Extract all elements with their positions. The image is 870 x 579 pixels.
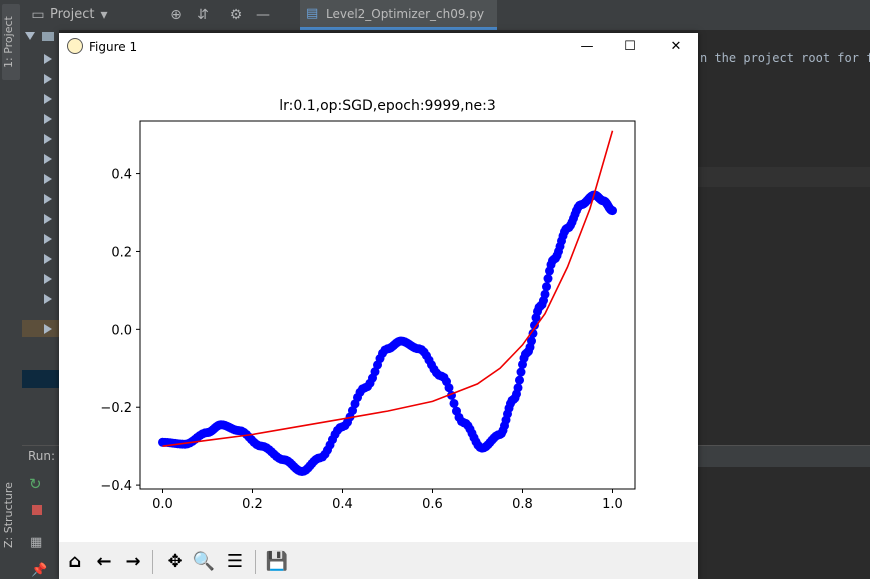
toolbar-separator [255,550,256,574]
y-tick-label: −0.2 [100,401,132,416]
data-point [542,282,551,292]
fit-line [162,130,614,447]
figure-window[interactable]: Figure 1 — ☐ ✕ lr:0.1,op:SGD,epoch:9999,… [59,33,698,579]
tree-item-expand-icon[interactable] [44,324,52,334]
tree-item-expand-icon[interactable] [44,214,52,224]
tree-item-expand-icon[interactable] [44,74,52,84]
run-label: Run: [28,449,56,463]
tab-structure[interactable]: Z: Structure [2,482,15,548]
tree-item-expand-icon[interactable] [44,174,52,184]
run-side-toolbar: ↻ ▦ 📌 [22,467,59,579]
tree-item-expand-icon[interactable] [44,134,52,144]
toolbar-separator [152,550,153,574]
data-point [515,375,524,385]
editor-current-line [698,167,870,187]
tree-item-expand-icon[interactable] [44,94,52,104]
tree-highlight-row[interactable] [22,370,59,388]
tree-item-expand-icon[interactable] [44,54,52,64]
top-toolbar: ▭ Project ▾ ⊕ ⇵ ⚙ — ▤ Level2_Optimizer_c… [22,0,870,31]
x-tick-label: 0.4 [332,497,353,512]
y-tick-label: −0.4 [100,479,132,494]
data-point [527,336,536,346]
data-point [348,406,357,416]
x-tick-label: 1.0 [602,497,623,512]
data-point [513,383,523,393]
configure-icon[interactable]: ☰ [226,551,244,572]
project-tree [22,30,59,445]
project-view-icon[interactable]: ▭ [31,7,45,23]
tree-selected-row[interactable] [22,320,59,337]
data-point [444,383,454,393]
tree-item-expand-icon[interactable] [44,114,52,124]
left-tool-strip: 1: Project Z: Structure [0,0,23,579]
editor-text: n the project root for f [700,51,870,65]
project-dropdown[interactable]: Project [50,7,95,22]
data-point [449,398,459,408]
chevron-down-icon[interactable]: ▾ [100,7,108,23]
data-point [543,274,553,284]
stop-icon[interactable] [32,505,42,515]
home-icon[interactable]: ⌂ [68,551,82,572]
locate-icon[interactable]: ⊕ [170,7,182,23]
plot-canvas[interactable]: lr:0.1,op:SGD,epoch:9999,ne:3 0.0 0.2 0.4 0… [59,67,698,542]
matplotlib-logo-icon [67,38,83,54]
data-point [530,320,539,330]
back-icon[interactable]: ← [96,551,112,572]
forward-icon[interactable]: → [125,551,141,572]
y-tick-label: 0.2 [111,245,132,260]
python-file-icon: ▤ [306,6,319,21]
close-button[interactable]: ✕ [670,39,682,54]
tree-item-expand-icon[interactable] [44,274,52,284]
maximize-button[interactable]: ☐ [624,39,636,54]
pan-icon[interactable]: ✥ [167,551,183,572]
hide-icon[interactable]: — [256,7,270,23]
axes-frame [139,120,636,490]
layout-icon[interactable]: ▦ [30,535,43,550]
x-tick-label: 0.0 [152,497,173,512]
editor-tab-label: Level2_Optimizer_ch09.py [326,7,485,21]
tree-item-expand-icon[interactable] [44,234,52,244]
data-point [516,367,526,377]
zoom-icon[interactable]: 🔍 [192,551,216,572]
tree-item-expand-icon[interactable] [44,194,52,204]
data-point [608,206,617,216]
chart-title: lr:0.1,op:SGD,epoch:9999,ne:3 [279,98,496,114]
editor-tab[interactable]: ▤ Level2_Optimizer_ch09.py [300,0,497,30]
x-tick-label: 0.2 [242,497,263,512]
gear-icon[interactable]: ⚙ [229,7,243,23]
x-tick-label: 0.8 [512,497,533,512]
data-point [540,289,550,299]
folder-icon [42,32,54,41]
tree-item-expand-icon[interactable] [44,154,52,164]
code-editor[interactable] [698,30,870,445]
minimize-button[interactable]: — [580,39,594,54]
rerun-icon[interactable]: ↻ [29,475,42,493]
data-point [370,367,380,377]
tab-project[interactable]: 1: Project [2,4,20,80]
save-icon[interactable]: 💾 [265,551,289,572]
expand-icon[interactable] [25,32,35,40]
collapse-icon[interactable]: ⇵ [197,7,209,23]
y-tick-label: 0.4 [111,168,132,183]
window-title: Figure 1 [89,40,138,54]
pin-icon[interactable]: 📌 [31,563,48,578]
navigation-toolbar: ⌂ ← → ✥ 🔍 ☰ 💾 [59,542,698,579]
y-tick-label: 0.0 [111,323,132,338]
tree-item-expand-icon[interactable] [44,254,52,264]
run-output[interactable] [698,467,870,579]
data-point [528,328,538,338]
x-tick-label: 0.6 [422,497,443,512]
tree-item-expand-icon[interactable] [44,294,52,304]
